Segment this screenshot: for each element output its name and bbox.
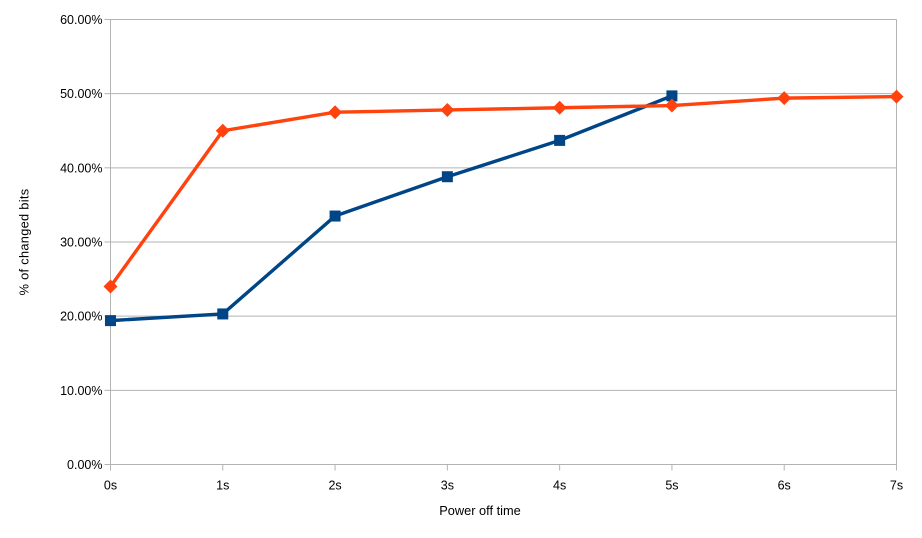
y-tick-label: 60.00%	[60, 13, 102, 27]
x-tick-label: 2s	[328, 479, 341, 493]
y-tick-label: 40.00%	[60, 161, 102, 175]
data-point-marker-square	[217, 308, 229, 320]
x-axis-title: Power off time	[439, 503, 521, 518]
data-point-marker-diamond	[440, 102, 455, 117]
x-tick-label: 1s	[216, 479, 229, 493]
x-tick-label: 0s	[104, 479, 117, 493]
y-tick-label: 30.00%	[60, 236, 102, 250]
data-point-marker-diamond	[215, 123, 230, 138]
data-point-marker-diamond	[552, 100, 567, 115]
data-point-marker-diamond	[103, 279, 118, 294]
data-point-marker-square	[666, 90, 678, 102]
data-point-marker-square	[105, 315, 116, 327]
y-axis-title: % of changed bits	[16, 188, 32, 296]
x-tick-label: 4s	[553, 479, 566, 493]
data-point-marker-square	[329, 210, 341, 222]
data-point-marker-square	[441, 171, 453, 183]
x-tick-label: 5s	[665, 479, 678, 493]
x-tick-label: 7s	[890, 479, 903, 493]
data-point-marker-square	[554, 134, 566, 146]
x-tick-label: 6s	[778, 479, 791, 493]
y-tick-label: 20.00%	[60, 310, 102, 324]
data-point-marker-diamond	[328, 105, 343, 120]
series-2-line	[108, 94, 899, 289]
data-point-marker-diamond	[777, 91, 792, 106]
series-1-line	[108, 94, 674, 323]
data-point-marker-diamond	[664, 98, 679, 113]
y-tick-label: 0.00%	[67, 458, 102, 472]
x-tick-label: 3s	[441, 479, 454, 493]
y-tick-label: 10.00%	[60, 384, 102, 398]
y-tick-label: 50.00%	[60, 87, 102, 101]
data-point-marker-diamond	[889, 89, 904, 104]
